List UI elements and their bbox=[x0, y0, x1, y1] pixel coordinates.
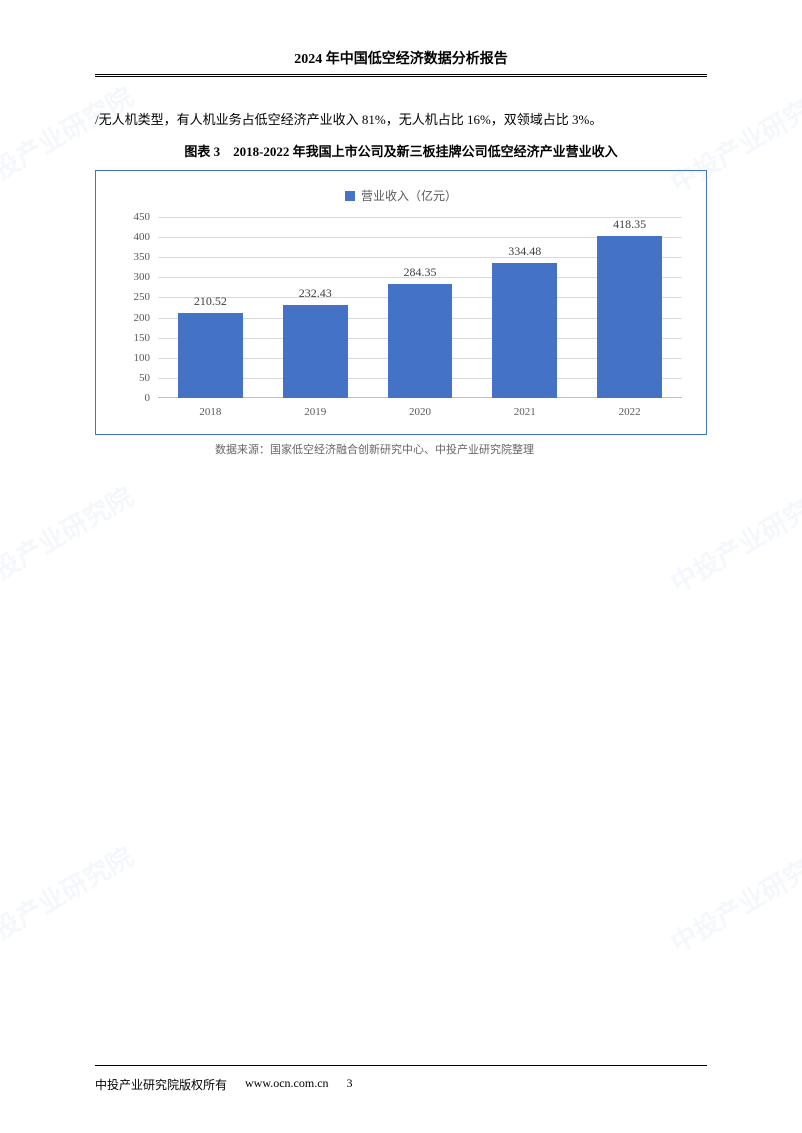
bar-group: 232.432019 bbox=[263, 217, 368, 398]
y-tick-label: 100 bbox=[134, 352, 151, 364]
y-tick-label: 50 bbox=[139, 372, 150, 384]
bar-group: 210.522018 bbox=[158, 217, 263, 398]
bar-group: 334.482021 bbox=[472, 217, 577, 398]
chart-legend: 营业收入（亿元） bbox=[345, 187, 457, 204]
bar-group: 284.352020 bbox=[368, 217, 473, 398]
revenue-bar-chart: 营业收入（亿元） 050100150200250300350400450 210… bbox=[95, 170, 707, 435]
y-tick-label: 400 bbox=[134, 231, 151, 243]
legend-swatch bbox=[345, 191, 355, 201]
y-tick-label: 300 bbox=[134, 271, 151, 283]
watermark: 中投产业研究院 bbox=[663, 837, 802, 960]
watermark: 中投产业研究院 bbox=[0, 837, 139, 960]
x-tick-label: 2018 bbox=[199, 406, 221, 418]
document-page: 2024 年中国低空经济数据分析报告 /无人机类型，有人机业务占低空经济产业收入… bbox=[0, 0, 802, 1133]
footer-page-number: 3 bbox=[347, 1076, 353, 1093]
bar-value-label: 334.48 bbox=[508, 244, 541, 259]
footer-text: 中投产业研究院版权所有 www.ocn.com.cn 3 bbox=[95, 1076, 707, 1093]
bar bbox=[492, 263, 557, 398]
chart-title: 图表 3 2018-2022 年我国上市公司及新三板挂牌公司低空经济产业营业收入 bbox=[95, 141, 707, 160]
bar bbox=[283, 305, 348, 398]
x-tick-label: 2019 bbox=[304, 406, 326, 418]
page-header: 2024 年中国低空经济数据分析报告 bbox=[95, 48, 707, 77]
x-tick-label: 2022 bbox=[619, 406, 641, 418]
bars-container: 210.522018232.432019284.352020334.482021… bbox=[158, 217, 682, 398]
y-tick-label: 0 bbox=[145, 392, 151, 404]
watermark: 中投产业研究院 bbox=[0, 477, 139, 600]
page-footer: 中投产业研究院版权所有 www.ocn.com.cn 3 bbox=[95, 1065, 707, 1093]
bar-value-label: 284.35 bbox=[403, 265, 436, 280]
y-tick-label: 200 bbox=[134, 312, 151, 324]
header-title: 2024 年中国低空经济数据分析报告 bbox=[95, 48, 707, 74]
x-tick-label: 2020 bbox=[409, 406, 431, 418]
y-tick-label: 450 bbox=[134, 211, 151, 223]
y-tick-label: 150 bbox=[134, 332, 151, 344]
y-tick-label: 250 bbox=[134, 291, 151, 303]
footer-copyright: 中投产业研究院版权所有 bbox=[95, 1076, 227, 1093]
bar-value-label: 210.52 bbox=[194, 294, 227, 309]
bar-value-label: 232.43 bbox=[299, 286, 332, 301]
bar bbox=[388, 284, 453, 398]
x-tick-label: 2021 bbox=[514, 406, 536, 418]
chart-source: 数据来源：国家低空经济融合创新研究中心、中投产业研究院整理 bbox=[95, 441, 707, 457]
footer-url: www.ocn.com.cn bbox=[245, 1076, 329, 1093]
footer-rule bbox=[95, 1065, 707, 1066]
watermark: 中投产业研究院 bbox=[663, 477, 802, 600]
legend-label: 营业收入（亿元） bbox=[361, 187, 457, 204]
plot-area: 050100150200250300350400450 210.52201823… bbox=[158, 217, 682, 398]
bar-group: 418.352022 bbox=[577, 217, 682, 398]
y-tick-label: 350 bbox=[134, 251, 151, 263]
header-rule bbox=[95, 74, 707, 77]
body-paragraph: /无人机类型，有人机业务占低空经济产业收入 81%，无人机占比 16%，双领域占… bbox=[95, 107, 707, 133]
bar bbox=[178, 313, 243, 398]
bar bbox=[597, 236, 662, 398]
bar-value-label: 418.35 bbox=[613, 217, 646, 232]
